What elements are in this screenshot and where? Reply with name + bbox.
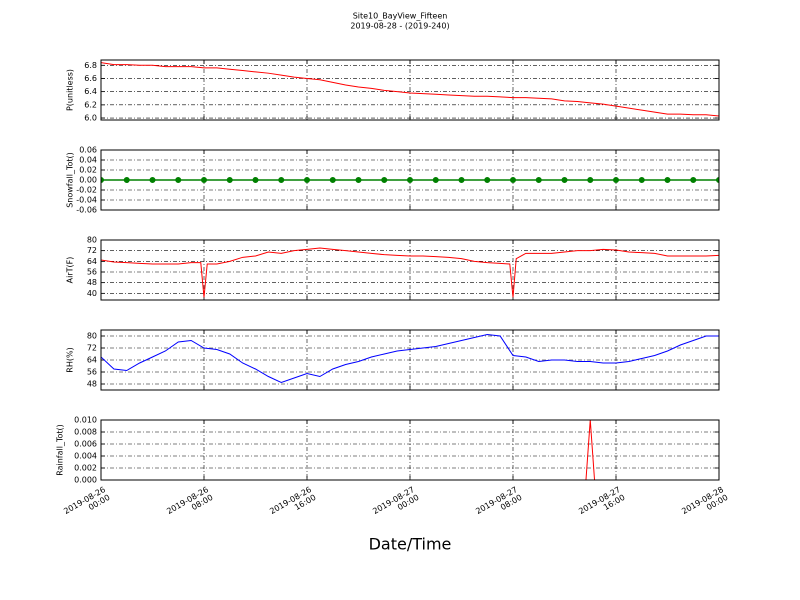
data-point	[407, 177, 413, 183]
data-line	[101, 333, 719, 384]
y-tick-label: 0.02	[79, 166, 97, 175]
data-point	[355, 177, 362, 183]
y-axis-label: Snowfall_Tot()	[66, 152, 75, 208]
y-tick-label: 0.04	[79, 156, 97, 165]
data-point	[561, 177, 568, 183]
data-point	[304, 177, 310, 183]
y-tick-label: 40	[87, 289, 97, 298]
y-tick-label: 6.6	[84, 74, 97, 83]
data-point	[458, 177, 465, 183]
data-point	[432, 177, 439, 183]
figure-subtitle: 2019-08-28 - (2019-240)	[350, 22, 449, 31]
y-tick-label: 0.010	[74, 416, 97, 425]
y-tick-label: -0.06	[76, 206, 97, 215]
y-tick-label: 0.008	[74, 428, 97, 437]
data-point	[381, 177, 388, 183]
y-tick-label: 72	[87, 344, 97, 353]
data-point	[587, 177, 594, 183]
y-tick-label: 0.006	[74, 440, 97, 449]
data-point	[175, 177, 182, 183]
y-tick-label: 0.00	[79, 176, 97, 185]
axes-frame	[100, 329, 720, 391]
data-point	[484, 177, 491, 183]
figure-title: Site10_BayView_Fifteen	[353, 12, 448, 21]
data-point	[123, 177, 130, 183]
y-axis-label: Rainfall_Tot()	[56, 424, 65, 476]
y-tick-label: 72	[87, 246, 97, 255]
y-tick-label: 6.0	[84, 114, 97, 123]
data-point	[226, 177, 233, 183]
data-point	[278, 177, 285, 183]
y-tick-label: 80	[87, 236, 97, 245]
data-point	[716, 177, 719, 183]
y-tick-label: 64	[87, 257, 97, 266]
data-point	[535, 177, 542, 183]
data-point	[201, 177, 207, 183]
y-axis-label: RH(%)	[66, 347, 75, 372]
data-point	[690, 177, 697, 183]
y-tick-label: 48	[87, 278, 97, 287]
data-point	[329, 177, 336, 183]
x-axis-label: Date/Time	[369, 535, 452, 554]
data-point	[638, 177, 645, 183]
data-point	[613, 177, 619, 183]
y-axis-label: P(unitless)	[66, 69, 75, 111]
y-tick-label: 0.06	[79, 146, 97, 155]
axes-frame	[100, 59, 720, 121]
y-tick-label: -0.02	[76, 186, 97, 195]
y-tick-label: 64	[87, 356, 97, 365]
y-axis-label: AirT(F)	[66, 257, 75, 284]
y-tick-label: 0.002	[74, 464, 97, 473]
y-tick-label: 80	[87, 332, 97, 341]
y-tick-label: 56	[87, 368, 97, 377]
data-point	[252, 177, 259, 183]
axes-frame	[100, 419, 720, 481]
data-point	[510, 177, 516, 183]
y-tick-label: 6.2	[84, 100, 97, 109]
y-tick-label: 0.004	[74, 452, 97, 461]
data-line	[101, 62, 719, 117]
y-tick-label: -0.04	[76, 196, 97, 205]
data-point	[101, 177, 104, 183]
y-tick-label: 6.8	[84, 61, 97, 70]
axes-frame	[100, 149, 720, 211]
data-point	[664, 177, 671, 183]
data-point	[149, 177, 156, 183]
axes-frame	[100, 239, 720, 301]
data-line	[101, 247, 719, 298]
y-tick-label: 6.4	[84, 87, 97, 96]
y-tick-label: 56	[87, 268, 97, 277]
y-tick-label: 48	[87, 380, 97, 389]
y-tick-label: 0.000	[74, 476, 97, 485]
